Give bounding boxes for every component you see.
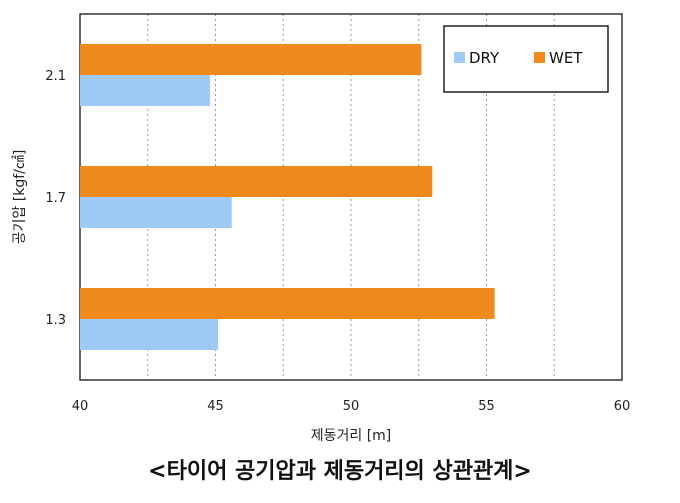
x-tick-labels: 40 45 50 55 60 [72, 399, 631, 414]
y-axis-title: 공기압 [kgf/㎠] [12, 150, 28, 245]
bar-wet-2_1 [80, 44, 422, 75]
legend-label-wet: WET [549, 49, 583, 67]
legend-label-dry: DRY [469, 49, 500, 67]
bar-wet-1_7 [80, 166, 433, 197]
legend-swatch-dry [454, 52, 465, 63]
bar-dry-1_7 [80, 197, 232, 228]
legend-swatch-wet [534, 52, 545, 63]
bar-dry-1_3 [80, 319, 219, 350]
y-tick-label: 1.7 [45, 191, 66, 206]
legend-box [443, 25, 609, 93]
y-tick-labels: 2.1 1.7 1.3 [45, 69, 66, 328]
y-tick-label: 1.3 [45, 313, 66, 328]
bar-dry-2_1 [80, 75, 211, 106]
y-tick-label: 2.1 [45, 69, 66, 84]
bars [80, 44, 495, 350]
x-tick-label: 45 [207, 399, 224, 414]
x-tick-label: 60 [614, 399, 631, 414]
x-tick-label: 40 [72, 399, 89, 414]
chart-title: <타이어 공기압과 제동거리의 상관관계> [148, 459, 532, 484]
x-axis-title: 제동거리 [m] [311, 428, 392, 444]
bar-wet-1_3 [80, 288, 495, 319]
x-tick-label: 50 [343, 399, 360, 414]
legend: DRY WET [443, 25, 609, 93]
x-tick-label: 55 [478, 399, 495, 414]
